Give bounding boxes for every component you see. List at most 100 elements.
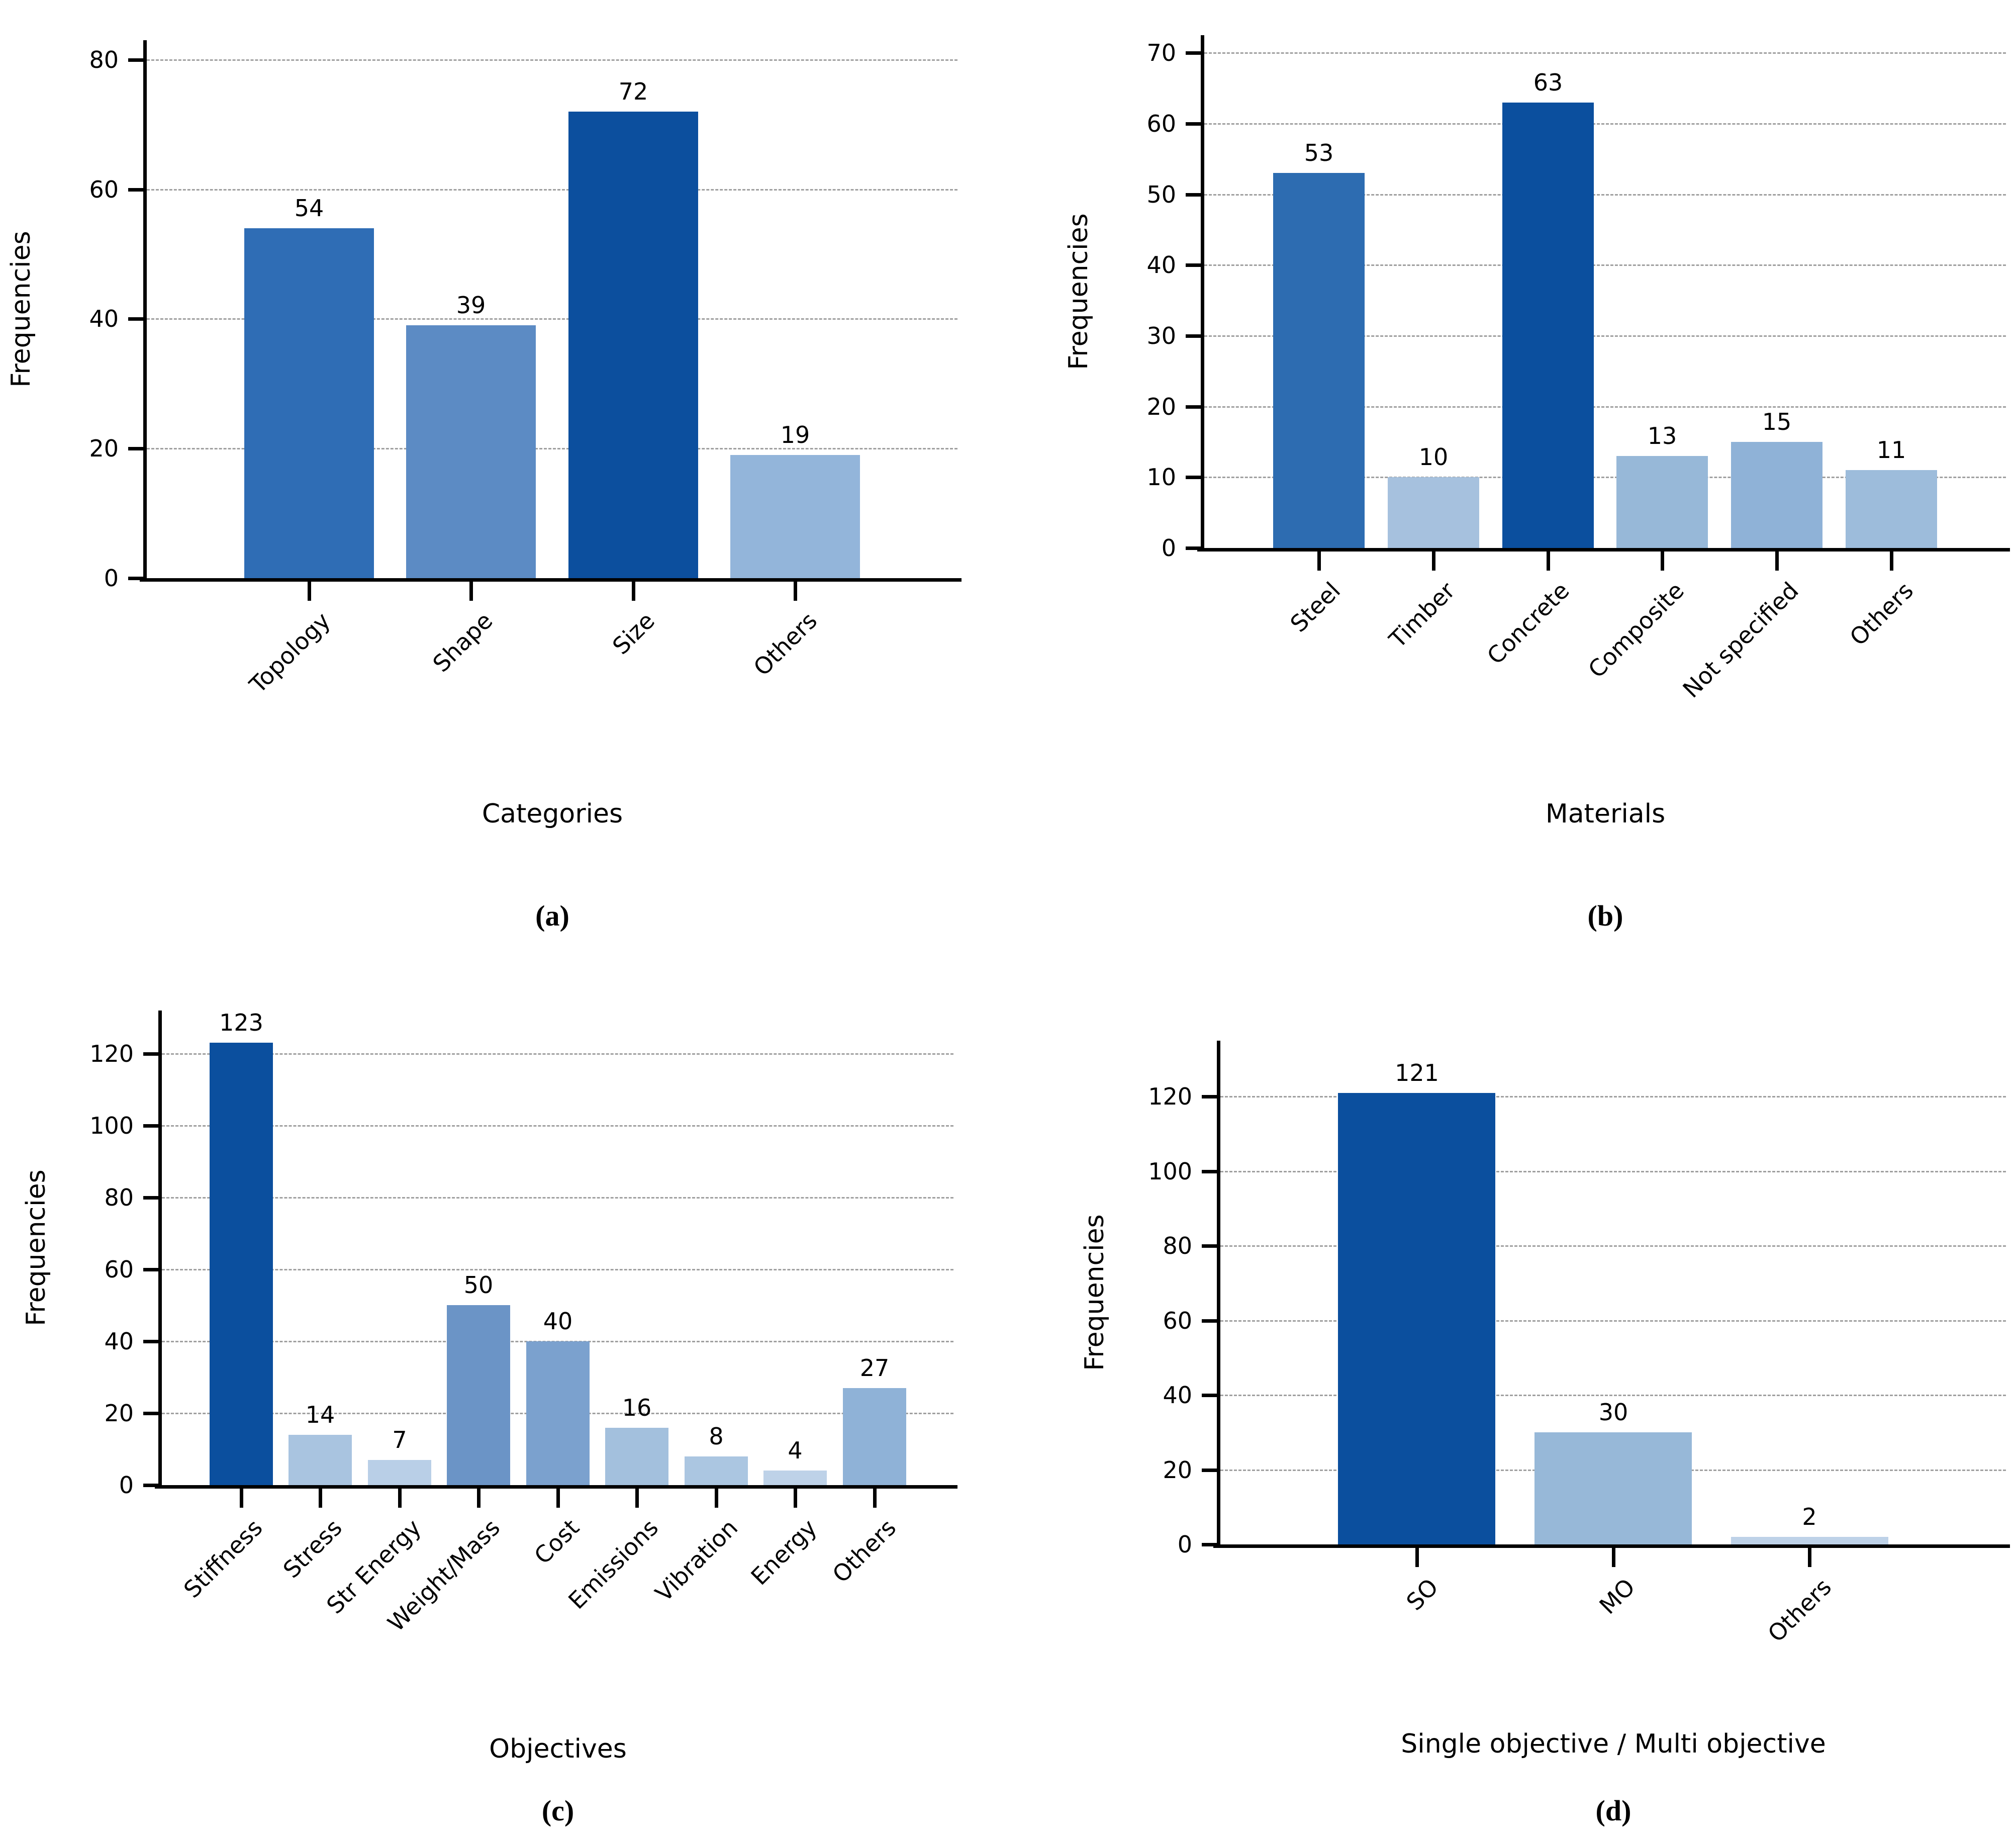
gridline-20 (147, 448, 957, 450)
chart-d-cell: 121 30 2 0 20 40 60 80 100 120 SO MO Others Frequenci… (1008, 980, 2016, 1834)
bar-emissions (605, 1428, 668, 1485)
bar-others (730, 455, 860, 578)
x-tick-mark (714, 1489, 718, 1508)
y-tick-mark (143, 1484, 158, 1487)
bar-value-label: 19 (780, 421, 810, 448)
gridline-40 (147, 318, 957, 320)
bar-cost (526, 1341, 590, 1485)
x-tick-label-text: Not specified (1677, 577, 1804, 703)
x-tick-label-text: Stress (277, 1514, 347, 1584)
y-tick-mark (1186, 334, 1201, 338)
y-tick-mark (1202, 1468, 1217, 1472)
y-axis-spine (1201, 35, 1204, 552)
x-tick-mark (631, 582, 635, 601)
bar-not-specified (1731, 442, 1822, 548)
y-tick-label: 20 (89, 435, 119, 463)
bar-weight-mass (447, 1305, 510, 1485)
x-tick-mark (1661, 552, 1665, 571)
y-tick-label: 0 (104, 565, 119, 592)
bar-stress (289, 1435, 352, 1485)
bar-value-label: 14 (305, 1401, 335, 1428)
y-axis-spine (143, 40, 147, 582)
y-axis-title: Frequencies (21, 1169, 51, 1326)
y-tick-label: 40 (1163, 1382, 1192, 1409)
x-tick-mark (1890, 552, 1894, 571)
y-tick-label: 10 (1146, 464, 1176, 491)
y-tick-mark (1202, 1543, 1217, 1546)
gridline-80 (162, 1197, 953, 1199)
x-tick-mark (794, 1489, 797, 1508)
x-tick-mark (1808, 1548, 1812, 1567)
y-tick-mark (143, 1339, 158, 1343)
bar-value-label: 40 (543, 1308, 573, 1335)
x-tick-mark (469, 582, 473, 601)
y-axis-spine (158, 1011, 162, 1489)
x-tick-label-text: Composite (1583, 577, 1689, 684)
y-tick-mark (1186, 476, 1201, 480)
x-axis-title: Materials (1545, 799, 1666, 829)
subplot-caption-c: (c) (541, 1794, 574, 1827)
x-tick-label-text: Others (1844, 577, 1918, 651)
x-tick-mark (1611, 1548, 1615, 1567)
x-tick-mark (873, 1489, 877, 1508)
bar-value-label: 50 (463, 1271, 494, 1299)
bar-composite (1616, 456, 1708, 548)
bar-size (568, 112, 698, 578)
x-axis-title: Categories (482, 799, 623, 829)
bar-str-energy (368, 1460, 431, 1485)
subplot-caption-d: (d) (1595, 1794, 1631, 1827)
gridline-70 (1204, 52, 2006, 54)
x-tick-mark (1431, 552, 1435, 571)
y-axis-title: Frequencies (1064, 213, 1094, 370)
y-tick-mark (1186, 546, 1201, 550)
gridline-60 (1220, 1320, 2006, 1322)
y-tick-label: 0 (1161, 534, 1176, 562)
gridline-40 (1220, 1395, 2006, 1397)
y-tick-mark (1202, 1394, 1217, 1398)
y-tick-label: 60 (1146, 110, 1176, 137)
bar-timber (1388, 477, 1479, 548)
x-tick-mark (635, 1489, 639, 1508)
bar-value-label: 7 (392, 1426, 407, 1453)
subplot-caption-b: (b) (1587, 899, 1623, 932)
subplot-caption-a: (a) (535, 899, 569, 932)
y-tick-label: 60 (89, 175, 119, 203)
y-tick-label: 20 (104, 1399, 134, 1427)
x-tick-mark (239, 1489, 243, 1508)
x-tick-label-text: Shape (427, 607, 498, 678)
y-tick-mark (143, 1124, 158, 1128)
y-tick-mark (1186, 193, 1201, 197)
bar-value-label: 72 (618, 78, 648, 105)
y-tick-label: 100 (89, 1112, 134, 1139)
chart-a-cell: 54 39 72 19 0 20 40 60 80 Topology Shape Size Others… (0, 0, 1008, 980)
y-tick-label: 120 (1148, 1083, 1192, 1111)
bar-value-label: 15 (1762, 408, 1792, 435)
y-tick-mark (1202, 1095, 1217, 1099)
x-tick-mark (556, 1489, 560, 1508)
x-tick-mark (1775, 552, 1779, 571)
x-tick-mark (398, 1489, 402, 1508)
y-tick-label: 0 (1177, 1531, 1192, 1558)
gridline-120 (1220, 1096, 2006, 1098)
y-tick-mark (1186, 51, 1201, 55)
gridline-100 (1220, 1170, 2006, 1172)
x-tick-label-text: Topology (244, 607, 336, 699)
bar-value-label: 53 (1304, 139, 1334, 166)
y-tick-mark (1186, 405, 1201, 409)
bar-value-label: 4 (788, 1437, 803, 1464)
bar-value-label: 30 (1598, 1399, 1628, 1426)
bar-steel (1273, 173, 1365, 548)
gridline-100 (162, 1125, 953, 1127)
y-tick-mark (128, 577, 143, 580)
bar-others (843, 1388, 906, 1485)
y-tick-label: 0 (119, 1472, 134, 1499)
x-tick-label-text: Others (748, 607, 822, 681)
x-axis-spine (155, 1485, 957, 1489)
bar-so (1338, 1093, 1495, 1544)
x-tick-label-text: Cost (529, 1514, 585, 1570)
y-tick-label: 20 (1163, 1456, 1192, 1484)
x-tick-label-text: Steel (1285, 577, 1346, 637)
y-tick-mark (1186, 122, 1201, 126)
y-tick-mark (143, 1411, 158, 1415)
y-tick-label: 60 (104, 1255, 134, 1283)
